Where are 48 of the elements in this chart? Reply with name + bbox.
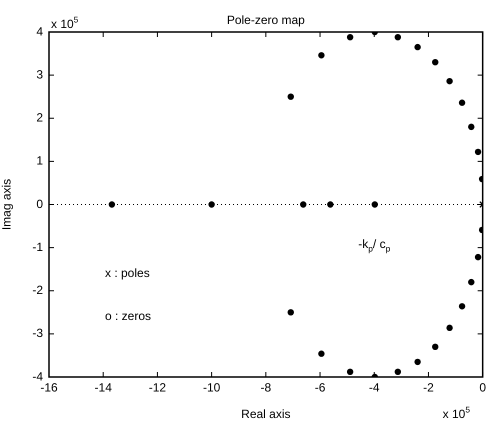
x-axis-title: Real axis xyxy=(241,407,291,422)
point xyxy=(288,93,294,100)
point xyxy=(372,201,378,208)
point xyxy=(300,201,306,208)
y-tick-label: -2 xyxy=(32,283,44,298)
point xyxy=(474,254,482,260)
y-axis-title: Imag axis xyxy=(0,178,14,230)
x-tick-label: -4 xyxy=(368,380,380,395)
annotation: x : poles xyxy=(105,266,150,280)
point xyxy=(346,34,354,40)
point xyxy=(432,344,438,350)
point xyxy=(458,303,466,310)
y-tick-label: -3 xyxy=(32,326,44,340)
x-tick-label: -12 xyxy=(148,380,166,395)
x-tick-label: -8 xyxy=(260,380,272,395)
point xyxy=(458,100,466,106)
point xyxy=(108,201,116,208)
y-tick-label: 4 xyxy=(36,24,44,38)
x-tick-label: -6 xyxy=(314,380,326,395)
point xyxy=(346,368,354,376)
x-tick-label: -14 xyxy=(94,380,112,395)
point xyxy=(288,309,294,316)
point xyxy=(432,58,438,66)
point xyxy=(446,324,453,332)
y-tick-label: 2 xyxy=(36,110,44,125)
point xyxy=(208,201,215,208)
y-tick-label: -1 xyxy=(32,240,44,254)
chart-title: Pole-zero map xyxy=(226,13,306,27)
point xyxy=(394,34,402,40)
point xyxy=(394,368,402,376)
y-tick-label: 0 xyxy=(36,196,44,211)
point xyxy=(414,358,421,366)
x-tick-label: 0 xyxy=(479,380,486,395)
x-tick-label: -2 xyxy=(423,380,434,395)
y-tick-label: 3 xyxy=(36,67,44,82)
annotation: o : zeros xyxy=(105,309,152,323)
point xyxy=(318,52,325,58)
x-tick-label: -16 xyxy=(40,380,58,395)
point xyxy=(446,78,453,84)
y-tick-label: -4 xyxy=(32,369,44,384)
y-tick-label: 1 xyxy=(36,154,44,168)
x-tick-label: -10 xyxy=(202,380,221,395)
point xyxy=(468,278,474,286)
point xyxy=(414,44,421,50)
point xyxy=(318,350,325,357)
point xyxy=(468,124,474,130)
point xyxy=(474,148,482,156)
point xyxy=(327,201,334,208)
